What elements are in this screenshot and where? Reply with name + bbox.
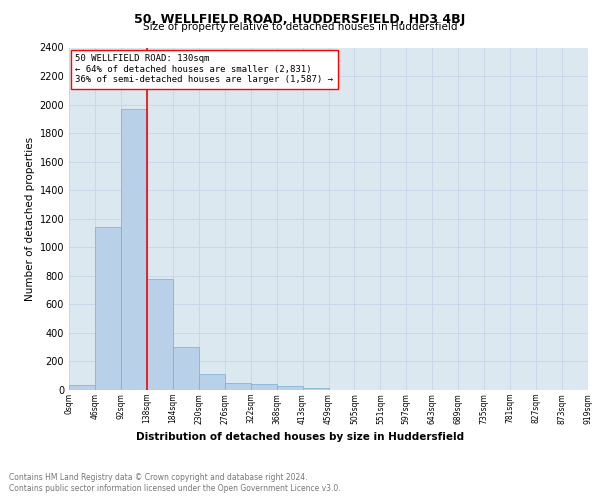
Bar	[69, 385, 95, 390]
Bar	[95, 226, 121, 390]
Text: Contains public sector information licensed under the Open Government Licence v3: Contains public sector information licen…	[9, 484, 341, 493]
Text: 50 WELLFIELD ROAD: 130sqm
← 64% of detached houses are smaller (2,831)
36% of se: 50 WELLFIELD ROAD: 130sqm ← 64% of detac…	[75, 54, 333, 84]
Text: 50, WELLFIELD ROAD, HUDDERSFIELD, HD3 4BJ: 50, WELLFIELD ROAD, HUDDERSFIELD, HD3 4B…	[134, 12, 466, 26]
Bar	[173, 347, 199, 390]
Bar	[121, 109, 147, 390]
Bar	[302, 388, 329, 390]
Y-axis label: Number of detached properties: Number of detached properties	[25, 136, 35, 301]
Bar	[277, 386, 302, 390]
Text: Distribution of detached houses by size in Huddersfield: Distribution of detached houses by size …	[136, 432, 464, 442]
Bar	[199, 374, 224, 390]
Text: Size of property relative to detached houses in Huddersfield: Size of property relative to detached ho…	[143, 22, 457, 32]
Text: Contains HM Land Registry data © Crown copyright and database right 2024.: Contains HM Land Registry data © Crown c…	[9, 472, 308, 482]
Bar	[251, 384, 277, 390]
Bar	[147, 278, 173, 390]
Bar	[225, 383, 251, 390]
